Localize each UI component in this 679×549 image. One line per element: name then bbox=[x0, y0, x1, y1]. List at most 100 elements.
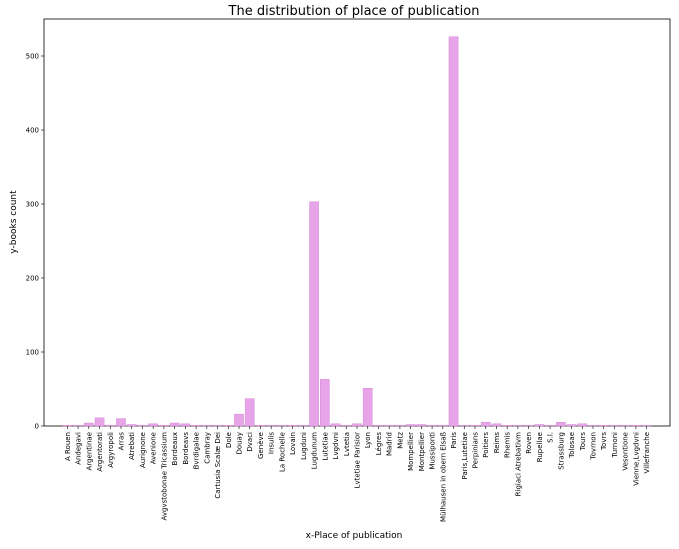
x-tick-label: Avgvstobonae Tricassium bbox=[160, 432, 168, 521]
bar bbox=[309, 201, 319, 427]
x-tick-label: Bvrdigalae bbox=[193, 432, 201, 469]
bar bbox=[502, 425, 512, 427]
x-tick-label: Madrid bbox=[386, 432, 394, 456]
bar bbox=[287, 425, 298, 427]
x-tick-label: Arras bbox=[118, 432, 126, 451]
x-tick-label: Paris,Lutetiae bbox=[461, 432, 469, 479]
bar bbox=[491, 423, 502, 427]
bar bbox=[159, 425, 169, 427]
y-tick-label: 0 bbox=[35, 423, 39, 431]
bar bbox=[73, 425, 83, 427]
x-tick-label: Douay bbox=[236, 432, 244, 455]
bar bbox=[448, 36, 459, 427]
y-tick-label: 100 bbox=[26, 349, 39, 357]
bar bbox=[180, 423, 191, 427]
bar bbox=[126, 424, 137, 427]
x-tick-label: Lutetiae bbox=[321, 432, 329, 461]
bar bbox=[534, 424, 545, 427]
x-tick-label: Cartusia Scalæ Dei bbox=[214, 432, 222, 499]
x-tick-label: Paris bbox=[450, 432, 458, 449]
x-tick-label: Tolosae bbox=[568, 432, 576, 459]
bar bbox=[330, 423, 341, 427]
x-tick-label: Vesontione bbox=[622, 432, 630, 471]
x-tick-label: Lugduni bbox=[300, 432, 308, 460]
x-tick-label: Lyon bbox=[364, 432, 372, 448]
x-tick-label: Cambray bbox=[203, 432, 211, 464]
bar bbox=[577, 423, 588, 427]
x-tick-label: Lvtetia bbox=[343, 432, 351, 456]
x-tick-label: Bordeaux bbox=[171, 432, 179, 465]
bar bbox=[105, 425, 116, 427]
x-tick-label: Genève bbox=[257, 432, 265, 459]
bar bbox=[255, 425, 266, 427]
y-tick-label: 400 bbox=[26, 127, 39, 135]
bar bbox=[277, 425, 287, 427]
bar bbox=[266, 425, 276, 427]
bar bbox=[298, 425, 309, 427]
bar bbox=[438, 425, 448, 427]
y-tick-label: 300 bbox=[26, 201, 39, 209]
x-tick-label: Rhemis bbox=[504, 432, 512, 458]
x-tick-label: Turnoni bbox=[611, 432, 619, 459]
x-tick-label: Tovrnon bbox=[590, 432, 598, 460]
y-tick-labels: 0 100 200 300 400 500 bbox=[26, 53, 44, 431]
x-tick-label: Avenione bbox=[150, 432, 158, 464]
x-tick-label: Poitiers bbox=[482, 432, 490, 458]
x-tick-label: Argentorati bbox=[96, 432, 104, 472]
bar bbox=[620, 425, 630, 427]
plot-area bbox=[43, 18, 671, 427]
x-tick-label: Bordeavs bbox=[182, 432, 190, 465]
x-tick-label: Mussiponti bbox=[429, 432, 437, 470]
x-tick-label: Roven bbox=[525, 432, 533, 454]
bar bbox=[84, 422, 94, 427]
bar bbox=[116, 418, 126, 427]
x-tick-label: Mülhausen in obern Elsaß bbox=[439, 431, 447, 522]
bar bbox=[588, 425, 598, 427]
bar bbox=[234, 413, 244, 427]
bar bbox=[566, 424, 577, 427]
x-tick-label: Tours bbox=[579, 432, 587, 452]
x-tick-label: La Rochelle bbox=[278, 432, 286, 472]
x-tick-label: Reims bbox=[493, 432, 501, 454]
x-tick-label: Dole bbox=[225, 432, 233, 448]
x-tick-label: Perpinians bbox=[472, 432, 480, 469]
bar bbox=[598, 425, 609, 427]
x-tick-label: Légres bbox=[375, 432, 383, 456]
bar bbox=[416, 424, 427, 427]
x-tick-label: Montpellier bbox=[418, 432, 426, 471]
x-tick-label: Andegavi bbox=[75, 432, 83, 465]
bar bbox=[480, 422, 491, 427]
bar bbox=[212, 425, 223, 427]
bar bbox=[244, 398, 255, 427]
bar bbox=[320, 379, 330, 427]
x-tick-label: Rupellae bbox=[536, 432, 544, 462]
bar bbox=[373, 425, 384, 427]
x-tick-label: Insulis bbox=[268, 432, 276, 454]
bar bbox=[641, 425, 652, 427]
x-tick-label: Strassburg bbox=[557, 432, 565, 470]
x-axis-label: x-Place of publication bbox=[306, 531, 403, 541]
y-axis-label: y-books count bbox=[9, 190, 19, 254]
bar bbox=[556, 422, 566, 427]
x-tick-label: Mompellier bbox=[407, 432, 415, 471]
bar bbox=[523, 425, 534, 427]
x-tick-label: Lvtetiae Parisior bbox=[354, 432, 362, 488]
bar bbox=[62, 425, 73, 427]
x-tick-label: Lovain bbox=[289, 432, 297, 455]
bar bbox=[169, 422, 180, 427]
bar bbox=[202, 425, 212, 427]
bar bbox=[384, 425, 394, 427]
bar bbox=[352, 423, 362, 427]
x-tick-label: Argyropoli bbox=[107, 432, 115, 468]
x-tick-label: Vienne,Lvgdvni bbox=[632, 432, 640, 486]
bar bbox=[148, 423, 158, 427]
bar bbox=[395, 425, 405, 427]
bar bbox=[137, 425, 148, 427]
x-tick-label: Tovrs bbox=[600, 432, 608, 451]
y-tick-label: 500 bbox=[26, 53, 39, 61]
x-tick-label: Metz bbox=[396, 432, 404, 449]
x-tick-label: Atrebati bbox=[128, 432, 136, 460]
bar bbox=[631, 425, 641, 427]
x-tick-label: A Rouen bbox=[64, 432, 72, 461]
